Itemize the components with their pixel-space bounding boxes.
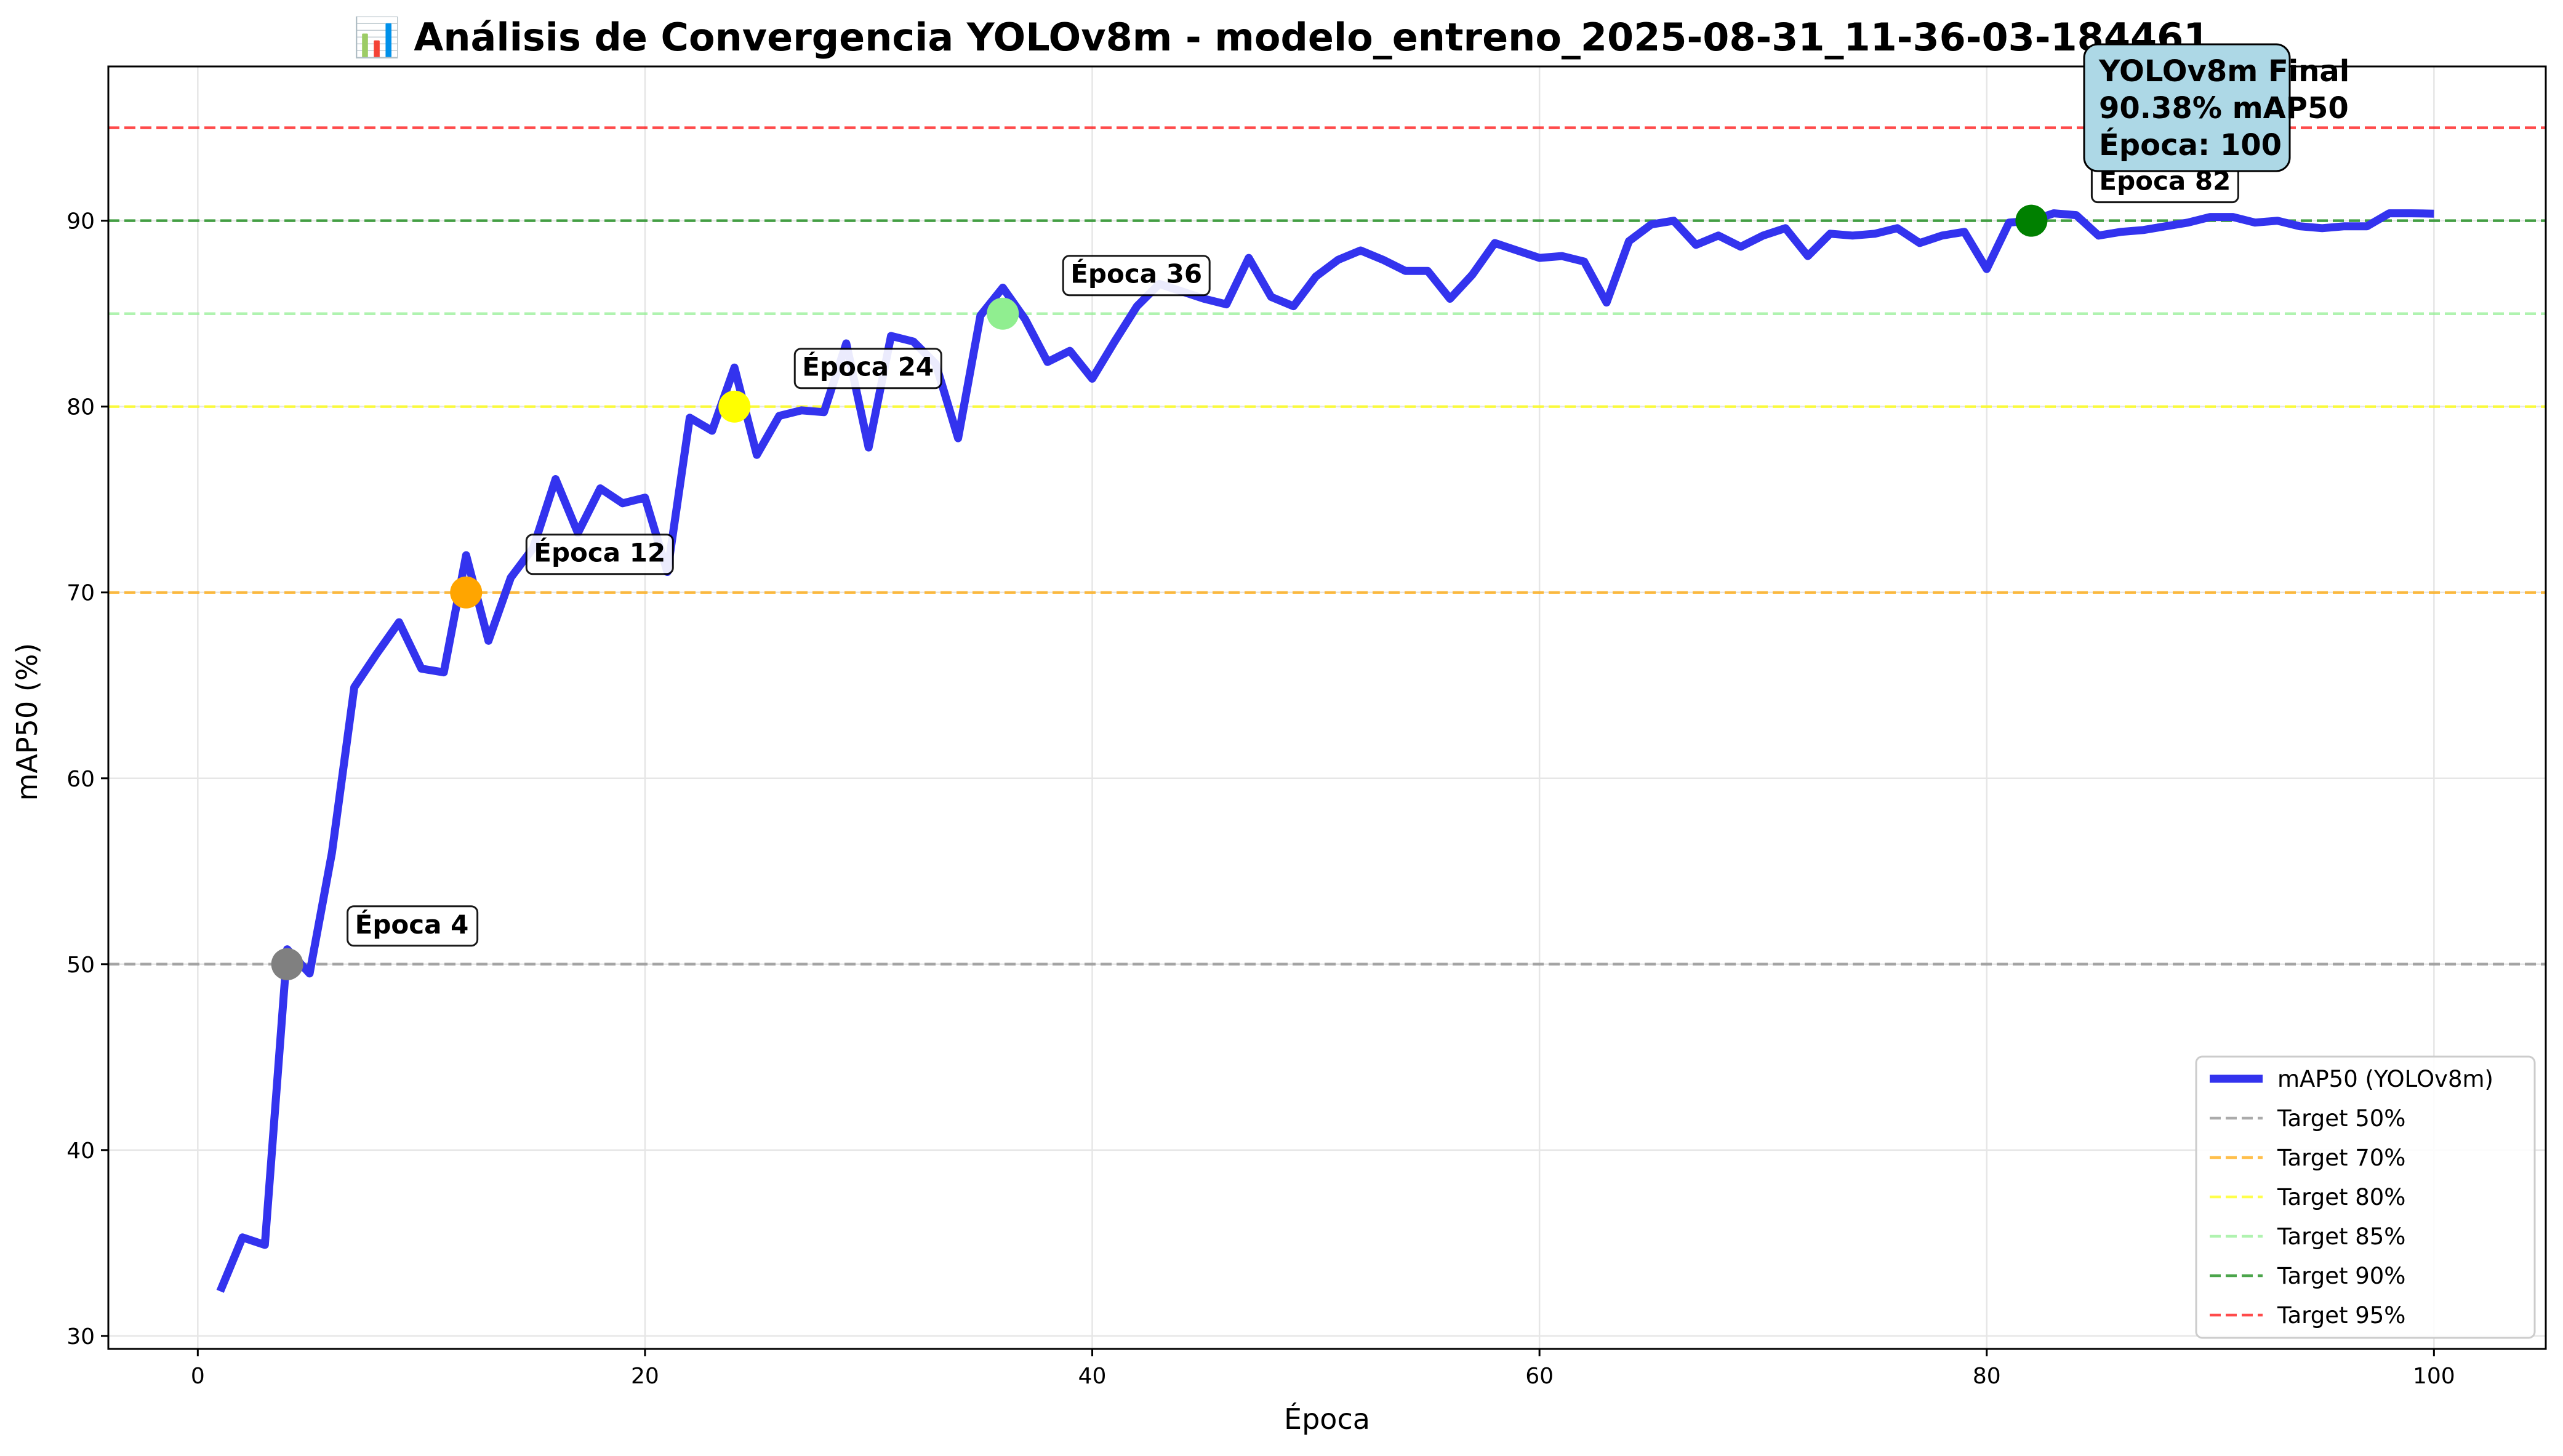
milestone-label-4: Época 4 (355, 909, 469, 940)
x-tick-label-80: 80 (1973, 1364, 2001, 1389)
y-tick-label-90: 90 (66, 209, 95, 234)
x-tick-label-60: 60 (1525, 1364, 1554, 1389)
milestone-marker-36 (987, 298, 1019, 330)
milestone-label-12: Época 12 (534, 537, 665, 568)
series-lines (220, 214, 2434, 1292)
y-tick-label-60: 60 (66, 767, 95, 792)
chart-title: 📊 Análisis de Convergencia YOLOv8m - mod… (353, 15, 2210, 60)
legend-label-2: Target 70% (2277, 1145, 2405, 1171)
y-tick-label-50: 50 (66, 953, 95, 978)
y-tick-label-80: 80 (66, 395, 95, 420)
legend-label-1: Target 50% (2277, 1105, 2405, 1132)
legend-label-3: Target 80% (2277, 1184, 2405, 1210)
milestone-marker-24 (718, 391, 750, 423)
series-line-0 (220, 214, 2434, 1292)
x-axis-label: Época (1284, 1402, 1370, 1436)
final-annotation-line-0: YOLOv8m Final (2098, 54, 2349, 89)
milestone-label-36: Época 36 (1070, 258, 1202, 289)
x-tick-label-40: 40 (1078, 1364, 1107, 1389)
milestone-marker-82 (2015, 205, 2047, 237)
legend-label-6: Target 95% (2277, 1302, 2405, 1329)
legend: mAP50 (YOLOv8m) Target 50% Target 70% Targe… (2196, 1057, 2535, 1338)
y-tick-label-70: 70 (66, 581, 95, 606)
target-lines (108, 128, 2546, 964)
milestone-marker-4 (271, 948, 303, 980)
y-tick-label-40: 40 (66, 1138, 95, 1164)
final-annotation-line-2: Época: 100 (2099, 127, 2282, 162)
milestone-label-24: Época 24 (802, 351, 934, 382)
legend-label-4: Target 85% (2277, 1223, 2405, 1250)
axis-ticks: 0 20 40 60 80 100 30 40 50 60 70 80 90 (66, 209, 2455, 1389)
x-tick-label-20: 20 (631, 1364, 659, 1389)
plot-frame (108, 66, 2546, 1349)
y-axis-label: mAP50 (%) (10, 643, 44, 801)
x-tick-label-100: 100 (2413, 1364, 2455, 1389)
final-annotation-line-1: 90.38% mAP50 (2099, 91, 2349, 126)
legend-label-5: Target 90% (2277, 1263, 2405, 1289)
grid-lines (108, 66, 2546, 1349)
x-tick-label-0: 0 (191, 1364, 205, 1389)
y-tick-label-30: 30 (66, 1324, 95, 1350)
milestone-marker-12 (450, 577, 482, 609)
legend-label-0: mAP50 (YOLOv8m) (2277, 1066, 2493, 1092)
